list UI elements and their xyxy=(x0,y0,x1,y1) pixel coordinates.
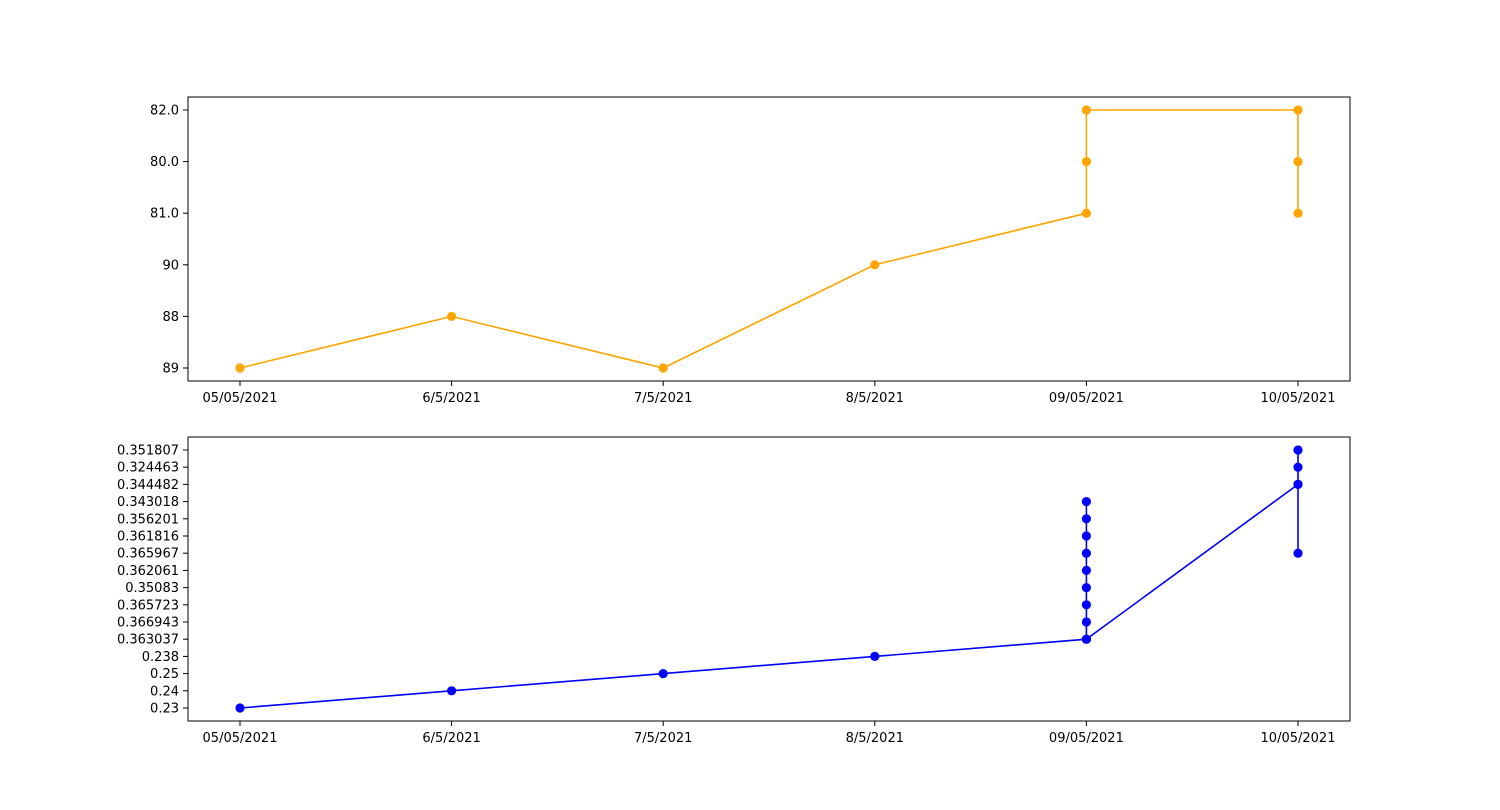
y-tick-label: 0.362061 xyxy=(117,564,179,579)
x-tick-label: 09/05/2021 xyxy=(1049,391,1124,406)
x-tick-label: 6/5/2021 xyxy=(422,391,480,406)
data-point-1-3 xyxy=(870,651,880,662)
data-point-1-8 xyxy=(1081,565,1091,576)
data-point-0-6 xyxy=(1081,105,1091,115)
data-point-0-0 xyxy=(235,363,245,373)
series-line-0-0 xyxy=(239,109,1299,369)
data-point-0-1 xyxy=(447,311,457,321)
y-tick-label: 0.238 xyxy=(142,650,179,665)
y-tick-label: 90 xyxy=(162,258,179,273)
y-tick-label: 0.35083 xyxy=(125,581,179,596)
x-tick-label: 05/05/2021 xyxy=(203,391,278,406)
y-tick-label: 0.324463 xyxy=(117,461,179,476)
x-tick-label: 8/5/2021 xyxy=(846,731,904,746)
y-tick-label: 0.343018 xyxy=(117,495,179,510)
x-tick-label: 10/05/2021 xyxy=(1261,391,1336,406)
axes-frame xyxy=(187,96,1351,382)
y-tick-label: 81.0 xyxy=(150,207,179,222)
y-tick-label: 89 xyxy=(162,362,179,377)
y-tick-label: 0.365723 xyxy=(117,598,179,613)
data-point-0-9 xyxy=(1293,208,1303,218)
x-tick-label: 09/05/2021 xyxy=(1049,731,1124,746)
axes-frame xyxy=(187,436,1351,722)
data-point-1-13 xyxy=(1081,634,1091,644)
y-tick-label: 0.23 xyxy=(150,702,179,717)
data-point-0-8 xyxy=(1293,157,1303,167)
y-tick-label: 88 xyxy=(162,310,179,325)
data-point-0-4 xyxy=(1081,208,1091,218)
data-point-1-9 xyxy=(1081,548,1091,558)
x-tick-label: 05/05/2021 xyxy=(203,731,278,746)
y-tick-label: 0.363037 xyxy=(117,633,179,648)
y-tick-label: 0.361816 xyxy=(117,530,179,545)
data-point-1-12 xyxy=(1081,497,1091,507)
y-tick-label: 0.356201 xyxy=(117,512,179,527)
x-tick-label: 7/5/2021 xyxy=(634,391,692,406)
x-tick-label: 8/5/2021 xyxy=(846,391,904,406)
data-point-0-2 xyxy=(658,363,668,373)
data-point-1-6 xyxy=(1081,600,1091,610)
chart-bottom: 05/05/2021 6/5/2021 7/5/2021 8/5/2021 09/05/… xyxy=(117,436,1351,746)
data-point-1-15 xyxy=(1293,548,1303,558)
data-point-1-7 xyxy=(1081,583,1091,593)
data-point-0-7 xyxy=(1293,105,1303,115)
data-point-1-10 xyxy=(1081,531,1091,541)
data-point-1-1 xyxy=(447,686,457,696)
data-point-1-2 xyxy=(658,669,668,679)
data-point-1-16 xyxy=(1293,479,1303,489)
data-point-1-17 xyxy=(1293,462,1303,472)
y-tick-label: 0.366943 xyxy=(117,616,179,631)
data-point-1-0 xyxy=(235,703,245,713)
y-tick-label: 80.0 xyxy=(150,155,179,170)
y-tick-label: 0.351807 xyxy=(117,444,179,459)
x-tick-label: 7/5/2021 xyxy=(634,731,692,746)
y-tick-label: 0.365967 xyxy=(117,547,179,562)
y-tick-label: 0.24 xyxy=(150,684,179,699)
x-tick-label: 10/05/2021 xyxy=(1261,731,1336,746)
data-point-1-5 xyxy=(1081,617,1091,627)
chart-top: 05/05/2021 6/5/2021 7/5/2021 8/5/2021 09/05/… xyxy=(150,96,1351,406)
data-point-0-5 xyxy=(1081,157,1091,167)
y-tick-label: 0.344482 xyxy=(117,478,179,493)
y-tick-label: 0.25 xyxy=(150,667,179,682)
y-tick-label: 82.0 xyxy=(150,104,179,119)
data-point-0-3 xyxy=(870,260,880,270)
data-point-1-11 xyxy=(1081,514,1091,524)
x-tick-label: 6/5/2021 xyxy=(422,731,480,746)
data-point-1-18 xyxy=(1293,445,1303,455)
